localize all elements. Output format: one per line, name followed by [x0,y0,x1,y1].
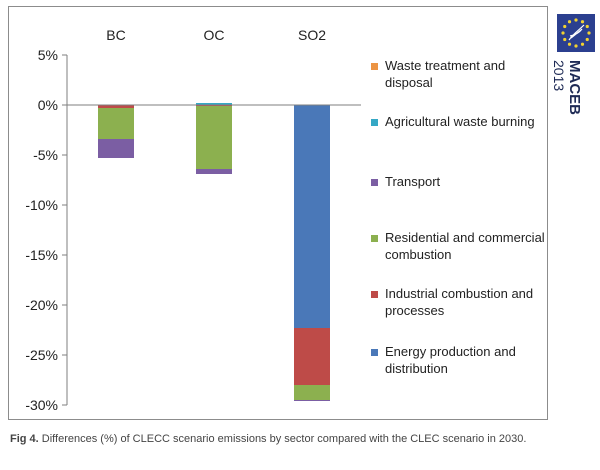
bar-segment [196,103,232,105]
x-category-label: BC [106,27,125,43]
y-tick-label: -30% [25,397,58,413]
bar-segment [294,385,330,400]
legend-label: Waste treatment and disposal [385,58,506,90]
legend-label: Transport [385,174,441,189]
star-icon [567,20,572,24]
x-category-label: OC [204,27,225,43]
legend-swatch [371,235,378,242]
legend-swatch [371,63,378,70]
legend-item: Transport [371,173,545,190]
y-tick-label: -15% [25,247,58,263]
x-axis-labels: BC OC SO2 [106,27,326,43]
bar-segment [294,328,330,385]
bar-segment [294,105,330,328]
y-tick-label: -25% [25,347,58,363]
logo-name: MACEB [566,60,583,115]
bar-series [98,103,330,401]
y-tick-label: 5% [38,47,58,63]
bar-segment [98,139,134,158]
stacked-bar-chart: BC OC SO2 5% 0% -5% -10% -15% -20% -25% -30% [25,27,361,413]
star-icon [561,31,565,35]
legend-item: Residential and commercial combustion [371,229,545,263]
signature-icon [568,24,585,41]
star-icon [563,37,567,42]
star-icon [580,20,585,24]
caption-text: Differences (%) of CLECC scenario emissi… [41,433,527,445]
y-tick-label: 0% [38,97,58,113]
star-icon [574,44,578,48]
star-icon [567,42,572,46]
legend-item: Energy production and distribution [371,343,545,377]
star-icon [563,24,567,29]
x-category-label: SO2 [298,27,326,43]
star-icon [585,37,589,42]
y-tick-label: -10% [25,197,58,213]
chart-frame: BC OC SO2 5% 0% -5% -10% -15% -20% -25% -30% Wast… [8,6,548,420]
legend-item: Industrial combustion and processes [371,285,545,319]
star-icon [580,42,585,46]
star-icon [587,31,591,35]
legend-swatch [371,119,378,126]
maceb-logo: MACEB 2013 [551,14,597,115]
logo-year: 2013 [551,60,567,92]
caption-label: Fig 4. [10,433,39,445]
legend-label: Energy production and distribution [385,344,516,376]
bar-segment [196,169,232,174]
bar-segment [196,106,232,169]
legend-label: Industrial combustion and processes [385,286,534,318]
bar-segment [98,105,134,108]
legend-item: Agricultural waste burning [371,113,545,130]
legend-swatch [371,179,378,186]
bar-segment [98,108,134,139]
legend-label: Agricultural waste burning [385,114,535,129]
y-axis: 5% 0% -5% -10% -15% -20% -25% -30% [25,47,361,413]
eu-flag-icon [557,14,595,52]
figure-caption: Fig 4. Differences (%) of CLECC scenario… [10,433,526,445]
legend-label: Residential and commercial combustion [385,230,545,262]
bar-segment [294,400,330,401]
legend-item: Waste treatment and disposal [371,57,545,91]
star-icon [574,18,578,22]
star-icon [585,24,589,29]
y-tick-label: -5% [33,147,58,163]
legend-swatch [371,291,378,298]
y-tick-label: -20% [25,297,58,313]
logo-brand: MACEB 2013 [551,60,597,140]
legend-swatch [371,349,378,356]
